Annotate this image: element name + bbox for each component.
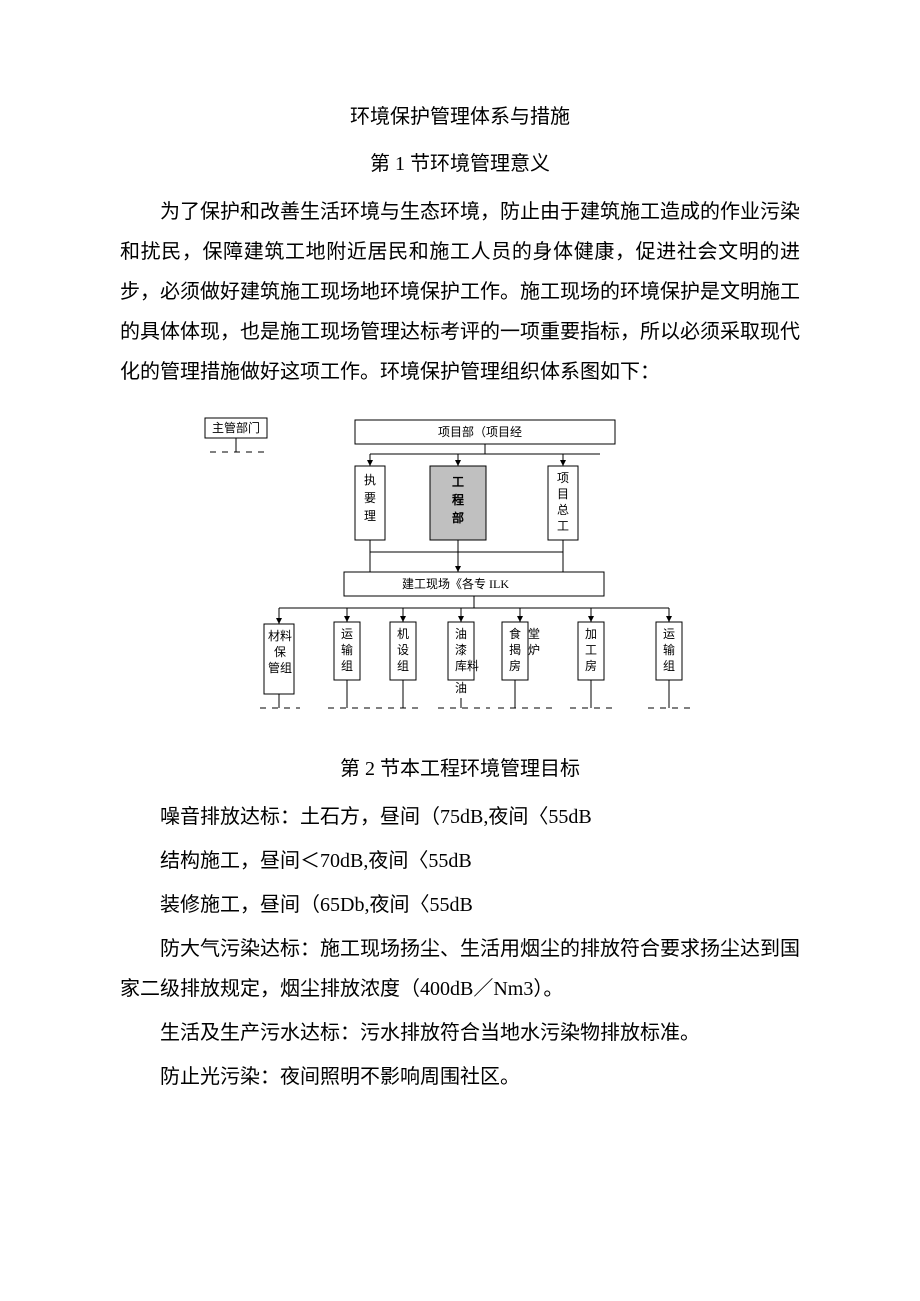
label-supervisor: 主管部门: [212, 420, 260, 435]
label-mat-2: 保: [274, 645, 286, 659]
label-eng-1: 工: [452, 475, 464, 489]
label-chief-3: 总: [557, 503, 569, 517]
label-tr1-2: 输: [341, 642, 353, 657]
org-chart-svg: 主管部门 项目部（项目经 执 要 理 工 程 部 项: [180, 412, 740, 722]
paragraph-1: 为了保护和改善生活环境与生态环境，防止由于建筑施工造成的作业污染和扰民，保障建筑…: [120, 192, 800, 392]
section-2-title: 第 2 节本工程环境管理目标: [120, 752, 800, 781]
p2-3: 装修施工，昼间（65Db,夜间〈55dB: [120, 885, 800, 925]
label-cant-1: 食: [509, 626, 521, 641]
label-proc-3: 房: [585, 658, 597, 673]
label-eng-3: 部: [452, 510, 464, 525]
p2-4: 防大气污染达标：施工现场扬尘、生活用烟尘的排放符合要求扬尘达到国家二级排放规定，…: [120, 929, 800, 1009]
label-exec-mgr-3: 理: [364, 509, 376, 523]
label-site: 建工现场《各专 ILK: [402, 576, 509, 591]
label-tr1-1: 运: [341, 627, 353, 641]
label-eng-2: 程: [452, 492, 464, 507]
label-mat-3b: 组: [280, 661, 292, 675]
p2-1: 噪音排放达标：土石方，昼间（75dB,夜间〈55dB: [120, 797, 800, 837]
label-mat-3: 管: [268, 660, 280, 675]
label-chief-1: 项: [557, 471, 569, 485]
label-paint-2: 漆: [455, 643, 467, 657]
label-stove-2: 炉: [528, 643, 540, 657]
label-cant-2: 揭: [509, 642, 521, 657]
label-proc-2: 工: [585, 643, 597, 657]
label-mat-1: 材: [268, 629, 280, 643]
label-paint-3b: 料: [467, 659, 479, 673]
label-stove-1: 堂: [528, 627, 540, 641]
label-tr2-1: 运: [663, 627, 675, 641]
label-mech-3: 组: [397, 659, 409, 673]
label-cant-3: 房: [509, 658, 521, 673]
label-paint-3: 库: [455, 658, 467, 673]
p2-6: 防止光污染：夜间照明不影响周围社区。: [120, 1057, 800, 1097]
section-1-title: 第 1 节环境管理意义: [120, 147, 800, 176]
label-chief-4: 工: [557, 519, 569, 533]
org-chart-diagram: 主管部门 项目部（项目经 执 要 理 工 程 部 项: [180, 412, 740, 722]
label-paint-1: 油: [455, 627, 467, 641]
label-proc-1: 加: [585, 627, 597, 641]
p2-5: 生活及生产污水达标：污水排放符合当地水污染物排放标准。: [120, 1013, 800, 1053]
label-mech-1: 机: [397, 627, 409, 641]
label-paint-4: 油: [455, 681, 467, 695]
label-exec-mgr-2: 要: [364, 491, 376, 505]
label-tr1-3: 组: [341, 659, 353, 673]
label-tr2-2: 输: [663, 642, 675, 657]
label-tr2-3: 组: [663, 659, 675, 673]
document-title: 环境保护管理体系与措施: [120, 100, 800, 129]
label-exec-mgr-1: 执: [364, 473, 376, 487]
label-pm-dept: 项目部（项目经: [438, 424, 522, 439]
label-chief-2: 目: [557, 487, 569, 501]
label-mech-2: 设: [397, 643, 409, 657]
p2-2: 结构施工，昼间＜70dB,夜间〈55dB: [120, 841, 800, 881]
label-mat-1b: 料: [280, 629, 292, 643]
